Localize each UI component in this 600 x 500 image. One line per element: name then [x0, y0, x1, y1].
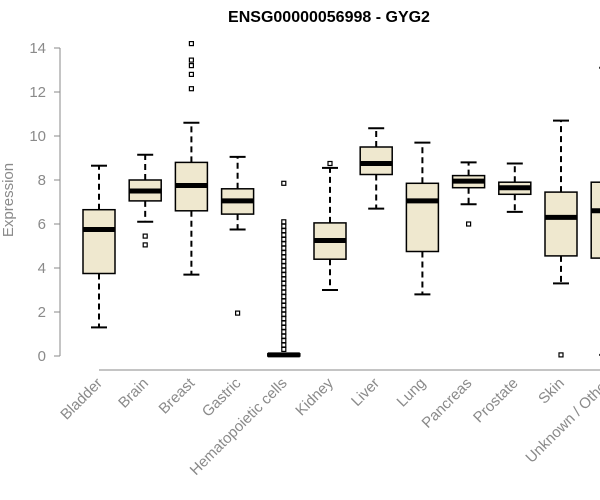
outlier-point [327, 160, 333, 167]
outlier-point [558, 352, 564, 358]
box-iqr [82, 208, 116, 275]
outlier-point [281, 272, 287, 278]
x-tick-label: Brain [115, 375, 152, 412]
y-tick-label: 10 [29, 128, 46, 145]
outlier-point [281, 232, 287, 238]
outlier-point [281, 302, 287, 308]
y-axis-label: Expression [0, 163, 17, 237]
outlier-point [281, 289, 287, 295]
outlier-point [281, 263, 287, 269]
box-hematopoietic-cells [267, 180, 301, 358]
box-pancreas [451, 161, 486, 227]
x-tick-label: Bladder [57, 375, 106, 424]
outlier-point [142, 233, 148, 239]
x-tick-label: Lung [394, 375, 430, 411]
outlier-point [235, 310, 241, 316]
x-tick-label: Pancreas [419, 375, 476, 432]
outlier-point [281, 280, 287, 286]
x-tick-label: Kidney [292, 374, 337, 419]
outlier-point [281, 245, 287, 251]
box-iqr [544, 191, 578, 257]
outlier-point [281, 342, 287, 348]
outlier-point [281, 329, 287, 335]
outlier-point [281, 180, 287, 186]
box-unknown-other [590, 66, 600, 356]
x-tick-label: Gastric [199, 374, 245, 420]
outlier-point [281, 258, 287, 264]
outlier-point [281, 316, 287, 322]
box-iqr [590, 181, 600, 259]
outlier-point [281, 223, 287, 229]
boxes [82, 40, 600, 358]
x-tick-label: Breast [156, 374, 199, 417]
outlier-point [281, 311, 287, 317]
outlier-point [281, 228, 287, 234]
x-tick-label: Prostate [470, 375, 522, 427]
outlier-point [281, 346, 287, 352]
chart-title: ENSG00000056998 - GYG2 [228, 9, 430, 26]
y-tick-label: 4 [38, 260, 46, 277]
axes: 0 2 4 6 8 10 12 14 [29, 40, 600, 371]
box-breast [174, 40, 209, 276]
outlier-point [281, 236, 287, 242]
box-brain [128, 153, 162, 248]
outlier-point [281, 338, 287, 344]
x-tick-label: Skin [535, 375, 568, 408]
box-kidney [313, 160, 347, 291]
box-gastric [220, 155, 255, 316]
outlier-point [281, 254, 287, 260]
outlier-point [281, 285, 287, 291]
box-iqr [359, 146, 393, 176]
box-skin [544, 119, 578, 358]
y-tick-label: 8 [38, 172, 46, 189]
outlier-point [188, 86, 194, 92]
outlier-point [281, 294, 287, 300]
y-tick-label: 6 [38, 216, 46, 233]
x-tick-label: Liver [348, 375, 383, 410]
outlier-point [188, 62, 194, 69]
outlier-point [281, 250, 287, 256]
outlier-point [466, 221, 472, 227]
outlier-point [142, 242, 148, 248]
box-prostate [498, 162, 532, 213]
outlier-point [281, 324, 287, 330]
outlier-point [188, 40, 194, 47]
box-lung [405, 141, 440, 296]
y-tick-label: 12 [29, 84, 46, 101]
outlier-point [281, 241, 287, 247]
outlier-point [188, 71, 194, 78]
outlier-point [281, 219, 287, 225]
box-bladder [82, 164, 116, 329]
outlier-point [281, 298, 287, 304]
y-tick-label: 14 [29, 40, 46, 57]
outlier-point [281, 333, 287, 339]
outlier-point [281, 320, 287, 326]
outlier-point [188, 57, 194, 63]
y-tick-label: 0 [38, 348, 46, 365]
outlier-point [281, 307, 287, 313]
outlier-point [281, 276, 287, 282]
y-tick-label: 2 [38, 304, 46, 321]
outlier-point [281, 267, 287, 273]
box-iqr [405, 182, 440, 253]
box-liver [359, 127, 393, 210]
